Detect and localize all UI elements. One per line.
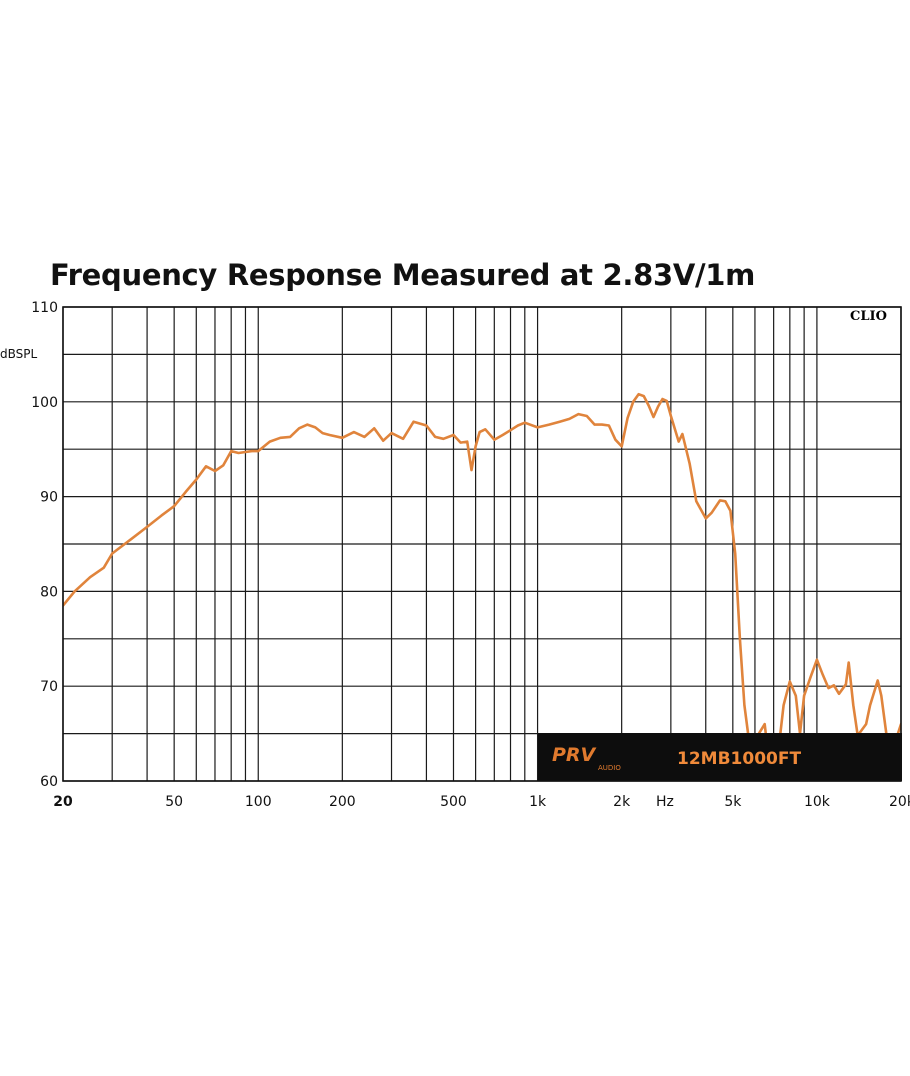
response-curve: [63, 392, 901, 773]
badge-background: [538, 733, 902, 781]
x-ticks: 20 50 100 200 500 1k 2k 5k 10k 20k: [53, 794, 910, 810]
prv-audio-logo: PRV: [552, 744, 597, 766]
x-axis-unit: Hz: [656, 794, 674, 810]
y-tick-label: 60: [40, 774, 58, 790]
chart-title: Frequency Response Measured at 2.83V/1m: [50, 258, 756, 292]
x-tick-label: 50: [165, 794, 183, 810]
y-axis-unit: dBSPL: [0, 347, 37, 361]
x-tick-label: 10k: [804, 794, 831, 810]
x-tick-label: 500: [440, 794, 467, 810]
y-ticks: 60 70 80 90 100 110: [31, 300, 58, 790]
x-tick-label: 200: [329, 794, 356, 810]
prv-audio-logo-sub: AUDIO: [598, 764, 621, 772]
x-tick-label: 5k: [724, 794, 742, 810]
curve-layer: [63, 392, 901, 773]
x-tick-label: 100: [245, 794, 272, 810]
y-tick-label: 100: [31, 395, 58, 411]
y-tick-label: 80: [40, 584, 58, 600]
clio-mark: CLIO: [850, 309, 887, 324]
x-tick-label: 20k: [889, 794, 910, 810]
y-tick-label: 90: [40, 490, 58, 506]
x-tick-label: 2k: [613, 794, 631, 810]
x-tick-label: 1k: [529, 794, 547, 810]
product-model: 12MB1000FT: [677, 749, 801, 769]
grid: [62, 306, 902, 782]
plot-frame: [62, 306, 902, 782]
product-badge: PRV AUDIO 12MB1000FT: [538, 733, 902, 781]
y-tick-label: 110: [31, 300, 58, 316]
x-tick-label: 20: [53, 794, 73, 810]
y-tick-label: 70: [40, 679, 58, 695]
